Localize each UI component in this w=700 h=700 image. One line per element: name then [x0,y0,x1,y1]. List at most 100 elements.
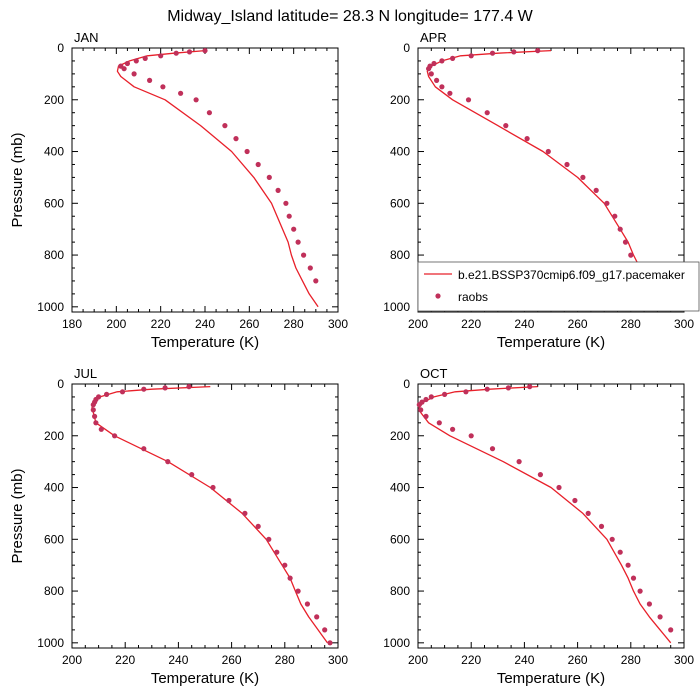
obs-point-jan [173,50,179,56]
obs-point-jan [131,71,137,77]
obs-point-jan [158,53,164,59]
obs-point-jul [274,549,280,555]
obs-point-jul [304,601,310,607]
obs-point-jan [295,239,301,245]
x-tick-label-oct: 280 [621,653,641,667]
panel-title-jul: JUL [74,366,97,381]
obs-point-jan [178,90,184,96]
obs-point-oct [418,407,424,413]
panels: 180 200 220 240 260 280 300 0 200 400 600 800 1000 JA… [9,30,694,687]
x-tick-label-apr: 300 [674,317,694,331]
y-tick-label-apr: 400 [390,145,410,159]
y-tick-label-jul: 200 [44,429,64,443]
obs-point-jul [141,446,147,452]
y-tick-label-oct: 1000 [383,636,410,650]
obs-point-jan [121,66,127,72]
y-tick-label-apr: 0 [403,41,410,55]
y-tick-label-jan: 0 [57,41,64,55]
obs-point-apr [450,55,456,62]
x-tick-label-jan: 220 [151,317,171,331]
plot-frame-jul [71,383,339,649]
y-tick-label-jul: 600 [44,532,64,546]
obs-point-oct [489,446,496,452]
legend-line-label: b.e21.BSSP370cmip6.f09_g17.pacemaker [458,268,685,282]
panel-jul: 200 220 240 260 280 300 0 200 400 600 800 1000 JUL Te… [9,366,348,687]
obs-point-apr [612,213,618,219]
obs-point-jan [233,136,239,142]
obs-point-jan [283,200,289,206]
obs-point-jan [266,174,272,180]
y-tick-label-oct: 600 [390,532,410,546]
obs-point-oct [423,396,429,403]
y-tick-label-jan: 400 [44,145,64,159]
obs-point-apr [447,90,453,96]
x-tick-label-jul: 280 [275,653,295,667]
plot-frame-oct [417,383,685,649]
y-tick-label-apr: 200 [390,93,410,107]
obs-point-jul [92,413,98,419]
y-tick-label-jan: 1000 [37,300,64,314]
obs-point-oct [442,391,448,397]
obs-point-oct [537,472,544,478]
obs-point-jul [119,389,126,395]
obs-point-jan [186,49,193,55]
obs-point-jan [244,148,250,155]
obs-point-apr [580,174,586,180]
x-tick-label-apr: 280 [621,317,641,331]
y-tick-label-oct: 0 [403,377,410,391]
x-tick-label-oct: 220 [461,653,481,667]
obs-point-jul [255,523,261,530]
obs-point-oct [468,433,474,439]
obs-point-apr [503,123,509,129]
x-tick-label-jul: 240 [168,653,188,667]
x-axis-label-apr: Temperature (K) [497,334,605,351]
obs-point-apr [426,66,432,72]
obs-point-oct [450,426,456,432]
obs-point-apr [511,49,517,55]
obs-point-oct [646,601,653,607]
obs-point-jul [162,385,168,391]
x-tick-label-jan: 180 [62,317,82,331]
obs-point-jan [275,187,281,193]
obs-point-jan [291,226,297,232]
obs-point-oct [527,384,533,390]
legend-marker-swatch [435,293,441,299]
obs-point-oct [598,523,605,530]
obs-point-jan [142,55,148,62]
panel-title-jan: JAN [74,30,99,45]
obs-point-jan [307,265,313,271]
obs-point-oct [609,536,615,542]
y-tick-label-oct: 400 [390,481,410,495]
x-tick-label-jan: 260 [239,317,259,331]
y-tick-label-apr: 800 [390,248,410,262]
obs-point-oct [516,459,522,465]
obs-point-apr [593,187,599,193]
obs-point-oct [637,588,643,594]
obs-point-oct [484,386,490,392]
obs-point-jan [301,252,307,258]
model-line-jul [91,385,328,644]
x-tick-label-jul: 220 [115,653,135,667]
obs-point-apr [617,226,623,232]
x-tick-label-jan: 300 [328,317,348,331]
y-tick-label-jul: 400 [44,481,64,495]
obs-point-apr [489,50,496,56]
obs-point-oct [657,614,663,620]
y-axis-label-jan: Pressure (mb) [9,132,26,227]
obs-point-apr [434,77,440,83]
y-tick-label-oct: 200 [390,429,410,443]
x-tick-label-oct: 260 [568,653,588,667]
y-tick-label-jan: 600 [44,196,64,210]
obs-point-oct [630,575,637,581]
obs-point-jul [104,391,110,397]
obs-point-jul [141,386,147,392]
obs-point-jul [242,510,248,516]
panel-title-oct: OCT [420,366,448,381]
y-tick-label-jul: 1000 [37,636,64,650]
y-tick-label-apr: 1000 [383,300,410,314]
obs-point-jul [93,420,99,426]
legend: b.e21.BSSP370cmip6.f09_g17.pacemakerraob… [417,261,700,312]
obs-point-apr [564,161,570,168]
obs-point-oct [556,484,562,491]
